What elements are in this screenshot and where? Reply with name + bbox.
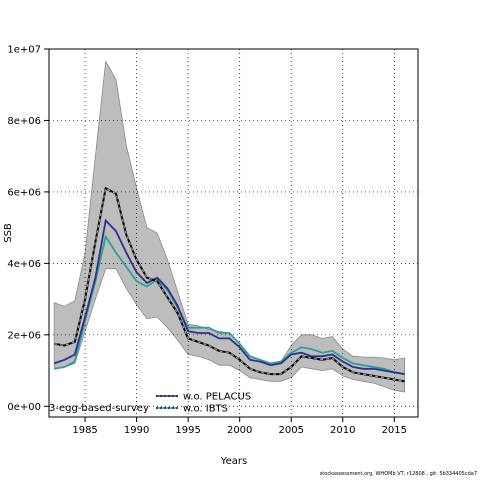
plot-frame: [48, 48, 419, 418]
x-tick-label: 2015: [382, 425, 407, 436]
legend-label: w.o. PELACUS: [183, 392, 251, 403]
x-tick-label: 2005: [278, 425, 303, 436]
series-line-3-egg-based-survey-dash: [54, 187, 405, 382]
x-tick-label: 2000: [227, 425, 252, 436]
y-tick-label: 0e+00: [7, 402, 41, 413]
legend-label-egg-survey: 3-egg-based-survey: [49, 403, 149, 414]
y-tick-label: 1e+07: [7, 45, 41, 56]
y-tick-label: 8e+06: [7, 116, 41, 127]
x-tick-label: 1985: [72, 425, 97, 436]
x-axis: 1985 1990 1995 2000 2005 2010 2015: [72, 417, 407, 436]
y-tick-label: 2e+06: [7, 330, 41, 341]
y-tick-label: 6e+06: [7, 187, 41, 198]
y-axis: 0e+00 2e+06 4e+06 6e+06 8e+06 1e+07: [7, 45, 49, 413]
x-tick-label: 1990: [124, 425, 149, 436]
legend-label: w.o. IBTS: [183, 404, 228, 415]
footer-caption: stockassessment.org, WHOMb VT, r12808 , …: [319, 471, 477, 477]
y-tick-label: 4e+06: [7, 259, 41, 270]
confidence-band: [53, 60, 406, 393]
series-line-w-o-ibts: [54, 234, 405, 375]
series-line-w-o-pelacus: [53, 218, 405, 375]
y-axis-title: SSB: [3, 223, 14, 243]
series-layer: [53, 186, 405, 383]
x-tick-label: 2010: [330, 425, 355, 436]
confidence-band-layer: [53, 60, 406, 393]
x-axis-title: Years: [220, 456, 247, 467]
x-tick-label: 1995: [175, 425, 200, 436]
